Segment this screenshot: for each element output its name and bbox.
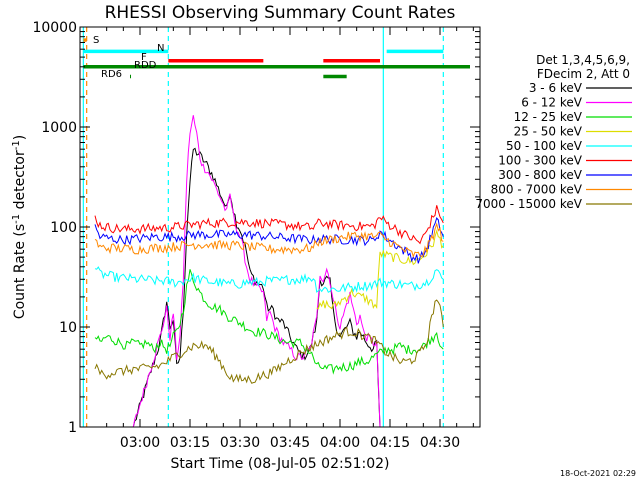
legend-label-50-100-kev: 50 - 100 keV (506, 139, 583, 153)
series-line-7000-15000-kev (94, 299, 444, 384)
footer-date: 18-Oct-2021 02:29 (560, 469, 636, 478)
y-tick-label-1: 1 (68, 420, 77, 436)
legend-header-line1: Det 1,3,4,5,6,9, (536, 53, 630, 67)
legend-label-7000-15000-kev: 7000 - 15000 keV (475, 197, 582, 211)
legend-label-12-25-kev: 12 - 25 keV (514, 110, 583, 124)
flag-label-rdd: RDD (134, 60, 157, 71)
legend-label-800-7000-kev: 800 - 7000 keV (491, 183, 583, 197)
series-line-6-12-kev (95, 115, 450, 428)
x-tick-label-04:30: 04:30 (420, 435, 460, 451)
x-axis-label: Start Time (08-Jul-05 02:51:02) (170, 456, 389, 472)
y-axis-label: Count Rate (s-1 detector-1) (11, 135, 29, 319)
y-axis: 1 10 100 1000 10000 (32, 20, 480, 436)
x-tick-label-03:45: 03:45 (270, 435, 310, 451)
series-line-12-25-kev (94, 269, 444, 375)
flag-label-s: S (93, 35, 99, 46)
legend-header-line2: FDecim 2, Att 0 (537, 67, 630, 81)
series-line-100-300-kev (94, 205, 444, 245)
x-axis: 03:00 03:15 03:30 03:45 04:00 04:15 04:30 (106, 27, 474, 451)
flag-label-f: F (141, 52, 147, 63)
series-line-800-7000-kev (94, 222, 444, 259)
flag-label-n: N (157, 43, 164, 54)
legend-label-25-50-kev: 25 - 50 keV (514, 125, 583, 139)
series-line-25-50-kev (316, 229, 444, 310)
legend-label-3-6-kev: 3 - 6 keV (529, 81, 583, 95)
flag-label-rd6: RD6 (101, 69, 122, 80)
series-line-50-100-kev (94, 266, 444, 293)
y-tick-label-1000: 1000 (41, 120, 77, 136)
legend-label-100-300-kev: 100 - 300 keV (498, 154, 582, 168)
legend-label-300-800-kev: 300 - 800 keV (498, 168, 582, 182)
y-tick-label-100: 100 (50, 220, 77, 236)
y-tick-label-10: 10 (59, 320, 77, 336)
x-tick-label-03:00: 03:00 (120, 435, 160, 451)
x-tick-label-03:15: 03:15 (170, 435, 210, 451)
x-tick-label-03:30: 03:30 (220, 435, 260, 451)
y-tick-label-10000: 10000 (32, 20, 77, 36)
x-tick-label-04:15: 04:15 (370, 435, 410, 451)
legend-label-6-12-kev: 6 - 12 keV (521, 96, 583, 110)
chart-title: RHESSI Observing Summary Count Rates (105, 3, 456, 23)
series-line-300-800-kev (94, 216, 444, 264)
x-tick-label-04:00: 04:00 (320, 435, 360, 451)
